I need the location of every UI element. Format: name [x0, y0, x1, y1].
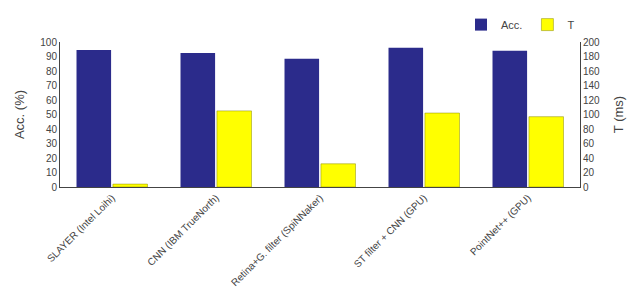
svg-text:80: 80 [46, 66, 58, 77]
svg-text:40: 40 [583, 153, 595, 164]
svg-text:200: 200 [583, 37, 600, 48]
svg-text:30: 30 [46, 138, 58, 149]
svg-text:ST filter + CNN (GPU): ST filter + CNN (GPU) [352, 192, 429, 269]
svg-text:80: 80 [583, 124, 595, 135]
svg-text:100: 100 [583, 109, 600, 120]
svg-text:180: 180 [583, 51, 600, 62]
svg-text:10: 10 [46, 167, 58, 178]
svg-text:PointNet++ (GPU): PointNet++ (GPU) [468, 192, 533, 257]
svg-text:T (ms): T (ms) [611, 96, 626, 133]
svg-text:CNN (IBM TrueNorth): CNN (IBM TrueNorth) [145, 192, 221, 268]
svg-text:100: 100 [40, 37, 57, 48]
svg-text:90: 90 [46, 51, 58, 62]
svg-text:120: 120 [583, 95, 600, 106]
svg-text:50: 50 [46, 109, 58, 120]
svg-text:Retina+G. filter (SpiNNaker): Retina+G. filter (SpiNNaker) [229, 192, 325, 288]
svg-text:60: 60 [46, 95, 58, 106]
svg-text:0: 0 [51, 182, 57, 193]
svg-text:0: 0 [583, 182, 589, 193]
svg-text:SLAYER (Intel Loihi): SLAYER (Intel Loihi) [45, 192, 117, 264]
svg-text:Acc.: Acc. [501, 19, 522, 31]
svg-text:160: 160 [583, 66, 600, 77]
svg-text:60: 60 [583, 138, 595, 149]
svg-text:T: T [567, 19, 574, 31]
svg-text:20: 20 [583, 167, 595, 178]
svg-text:Acc. (%): Acc. (%) [12, 90, 27, 139]
svg-text:140: 140 [583, 80, 600, 91]
svg-text:20: 20 [46, 153, 58, 164]
svg-text:70: 70 [46, 80, 58, 91]
svg-text:40: 40 [46, 124, 58, 135]
